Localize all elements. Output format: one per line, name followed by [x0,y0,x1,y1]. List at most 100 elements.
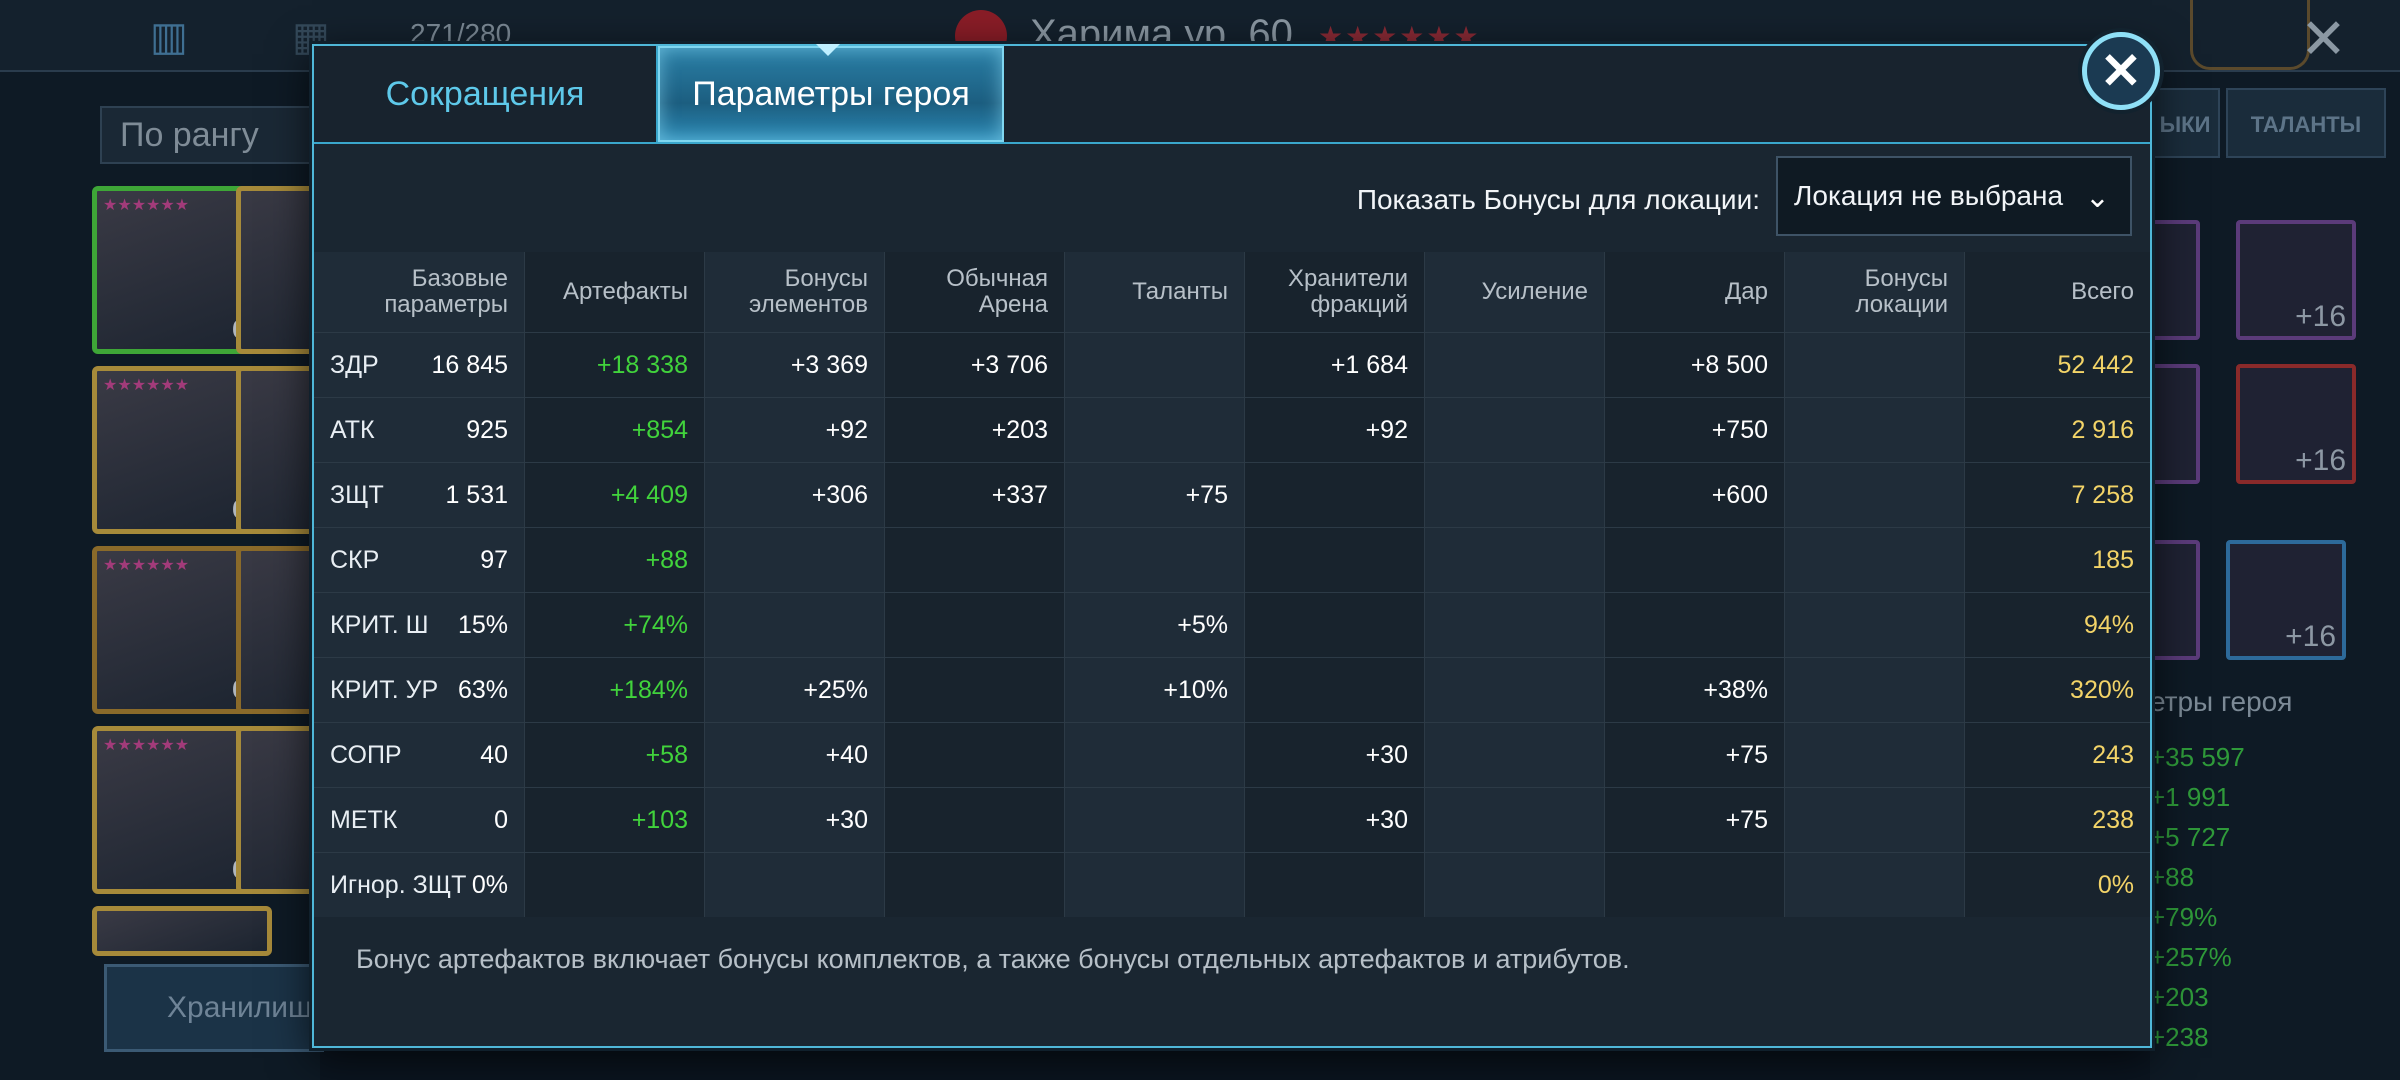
gear-level: +16 [2295,300,2346,333]
stat-base-value: 0 [494,805,508,834]
gear-slot[interactable]: +16 [2226,540,2346,660]
stat-total-value: 185 [1965,528,2150,592]
stat-artifacts-value: +88 [525,528,705,592]
stat-artifacts-value: +854 [525,398,705,462]
stat-artifacts-value [525,853,705,917]
stat-elements-value [705,528,885,592]
hero-params-modal: Сокращения Параметры героя Показать Бону… [312,44,2152,1048]
storage-button[interactable]: Хранилище [104,964,329,1052]
hero-card-stars: ★★★★★★ [103,557,190,574]
stat-cell: ЗЩТ 1 531 [314,463,525,527]
stat-cell: Игнор. ЗЩТ 0% [314,853,525,917]
table-header: Базовые параметры Артефакты Бонусы элеме… [314,252,2150,332]
stat-talents-value [1065,723,1245,787]
background-stat: +238 [2150,1022,2209,1052]
column-header-location: Бонусы локации [1785,252,1965,332]
stat-artifacts-value: +4 409 [525,463,705,527]
stat-total-value: 0% [1965,853,2150,917]
table-row: КРИТ. УР 63% +184% +25% +10% +38% 320% [314,657,2150,722]
stat-base-value: 16 845 [431,350,508,379]
column-header-empower: Усиление [1425,252,1605,332]
owned-hero-count: 271/280 [410,18,512,49]
stat-elements-value: +92 [705,398,885,462]
stat-name: КРИТ. УР [330,675,439,704]
stat-cell: КРИТ. Ш 15% [314,593,525,657]
stat-gift-value: +750 [1605,398,1785,462]
tab-skills[interactable]: ЫКИ [2150,88,2220,158]
stat-arena-value [885,788,1065,852]
hero-card-stars: ★★★★★★ [103,737,190,754]
stat-cell: МЕТК 0 [314,788,525,852]
column-header-artifacts: Артефакты [525,252,705,332]
background-stat: +203 [2150,982,2209,1012]
grid-view-icon[interactable]: ▥ [150,15,188,59]
column-header-elements: Бонусы элементов [705,252,885,332]
gear-slot[interactable]: +16 [2236,364,2356,484]
column-header-total: Всего [1965,252,2150,332]
stat-total-value: 52 442 [1965,333,2150,397]
chevron-down-icon: ⌄ [2084,181,2110,214]
stat-base-value: 40 [480,740,508,769]
column-header-base: Базовые параметры [314,252,525,332]
column-header-talents: Таланты [1065,252,1245,332]
sort-dropdown[interactable]: По рангу [100,106,320,164]
stat-elements-value: +306 [705,463,885,527]
stat-base-value: 15% [457,610,508,639]
hero-card[interactable] [92,906,272,956]
column-header-guardians: Хранители фракций [1245,252,1425,332]
location-select[interactable]: Локация не выбрана ⌄ [1776,156,2132,236]
footnote: Бонус артефактов включает бонусы комплек… [356,944,1630,974]
background-stat: +5 727 [2150,822,2231,852]
stat-name: СКР [330,545,380,574]
tab-talents[interactable]: ТАЛАНТЫ [2226,88,2386,158]
stat-guardians-value: +30 [1245,788,1425,852]
stat-name: ЗЩТ [330,480,384,509]
stat-location-value [1785,593,1965,657]
gear-slot[interactable]: +16 [2236,220,2356,340]
location-select-value: Локация не выбрана [1794,180,2064,211]
stat-artifacts-value: +58 [525,723,705,787]
stat-arena-value [885,528,1065,592]
hero-card-stars: ★★★★★★ [103,377,190,394]
stat-name: Игнор. ЗЩТ [330,870,467,899]
close-hero-screen-icon[interactable]: ✕ [2300,7,2347,70]
tab-reductions[interactable]: Сокращения [314,46,658,142]
gear-slot[interactable] [2150,364,2200,484]
stat-artifacts-value: +184% [525,658,705,722]
stat-empower-value [1425,853,1605,917]
column-header-gift: Дар [1605,252,1785,332]
stat-guardians-value: +30 [1245,723,1425,787]
stat-base-value: 1 531 [445,480,508,509]
stat-guardians-value [1245,853,1425,917]
background-stat: +257% [2150,942,2232,972]
active-tab-pointer [816,44,840,56]
stat-location-value [1785,528,1965,592]
stat-base-value: 97 [480,545,508,574]
stat-empower-value [1425,658,1605,722]
stat-location-value [1785,853,1965,917]
close-modal-button[interactable]: ✕ [2082,32,2160,110]
stat-location-value [1785,398,1965,462]
background-stat: +79% [2150,902,2218,932]
background-params-title: етры героя [2150,686,2293,717]
table-row: КРИТ. Ш 15% +74% +5% 94% [314,592,2150,657]
stat-artifacts-value: +103 [525,788,705,852]
modal-tab-bar: Сокращения Параметры героя [314,44,2150,144]
gear-slot[interactable] [2150,540,2200,660]
stat-cell: АТК 925 [314,398,525,462]
stat-elements-value [705,853,885,917]
stat-elements-value [705,593,885,657]
stat-total-value: 7 258 [1965,463,2150,527]
stat-name: МЕТК [330,805,398,834]
stat-talents-value [1065,788,1245,852]
column-header-arena: Обычная Арена [885,252,1065,332]
stat-base-value: 0% [471,870,508,899]
tab-hero-params[interactable]: Параметры героя [658,46,1004,142]
stat-total-value: 2 916 [1965,398,2150,462]
stat-talents-value [1065,853,1245,917]
gear-slot[interactable] [2150,220,2200,340]
stat-talents-value [1065,333,1245,397]
stat-empower-value [1425,593,1605,657]
stat-arena-value: +3 706 [885,333,1065,397]
stat-cell: КРИТ. УР 63% [314,658,525,722]
